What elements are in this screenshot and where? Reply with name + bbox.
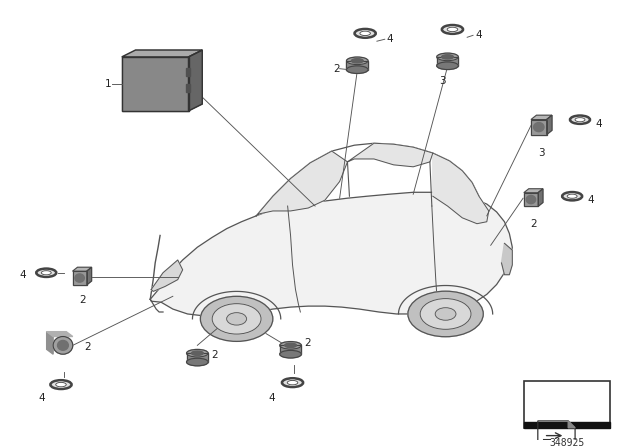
Text: 1: 1 <box>105 79 111 89</box>
Polygon shape <box>189 50 202 111</box>
Text: 2: 2 <box>84 342 91 352</box>
Ellipse shape <box>562 192 582 200</box>
Ellipse shape <box>227 313 246 325</box>
Text: 4: 4 <box>596 119 602 129</box>
Polygon shape <box>122 50 202 57</box>
Ellipse shape <box>575 118 585 122</box>
Ellipse shape <box>75 274 84 282</box>
Polygon shape <box>547 115 552 135</box>
Text: 4: 4 <box>19 270 26 280</box>
Polygon shape <box>433 153 489 224</box>
Polygon shape <box>502 243 512 275</box>
Polygon shape <box>531 115 552 120</box>
Ellipse shape <box>360 31 371 35</box>
Bar <box>280 345 301 354</box>
Ellipse shape <box>346 57 368 65</box>
Ellipse shape <box>442 25 463 34</box>
Bar <box>436 57 458 66</box>
Polygon shape <box>531 120 547 135</box>
Ellipse shape <box>285 343 296 348</box>
Ellipse shape <box>282 378 303 387</box>
Ellipse shape <box>346 66 368 73</box>
Ellipse shape <box>187 358 208 366</box>
Text: 4: 4 <box>38 393 45 403</box>
Text: 3: 3 <box>439 77 446 86</box>
Bar <box>524 381 611 428</box>
Text: 4: 4 <box>475 30 482 40</box>
Ellipse shape <box>187 349 208 357</box>
Ellipse shape <box>436 53 458 60</box>
Bar <box>186 68 191 76</box>
Polygon shape <box>348 143 433 167</box>
Bar <box>346 61 368 69</box>
Bar <box>186 84 191 92</box>
Ellipse shape <box>351 59 364 63</box>
Polygon shape <box>47 332 73 336</box>
Polygon shape <box>122 57 189 111</box>
Ellipse shape <box>36 269 56 277</box>
Ellipse shape <box>280 350 301 358</box>
Ellipse shape <box>355 29 376 38</box>
Text: 2: 2 <box>79 295 86 305</box>
Text: 4: 4 <box>387 34 394 44</box>
Ellipse shape <box>41 271 51 275</box>
Ellipse shape <box>435 308 456 320</box>
Bar <box>524 422 611 428</box>
Polygon shape <box>524 189 543 193</box>
Ellipse shape <box>442 55 454 59</box>
Ellipse shape <box>570 116 590 124</box>
Polygon shape <box>524 193 538 207</box>
Polygon shape <box>538 189 543 207</box>
Ellipse shape <box>280 341 301 349</box>
Polygon shape <box>151 260 182 291</box>
Ellipse shape <box>191 351 204 355</box>
Text: 4: 4 <box>268 393 275 403</box>
Ellipse shape <box>420 299 471 329</box>
Ellipse shape <box>53 336 73 354</box>
Ellipse shape <box>408 291 483 337</box>
Text: 2: 2 <box>531 219 537 228</box>
Text: 2: 2 <box>211 350 218 360</box>
Ellipse shape <box>58 340 68 350</box>
Polygon shape <box>86 267 92 285</box>
Polygon shape <box>568 421 575 428</box>
Polygon shape <box>72 271 86 285</box>
Polygon shape <box>256 151 348 216</box>
Polygon shape <box>538 421 575 448</box>
Ellipse shape <box>526 195 536 204</box>
Ellipse shape <box>200 296 273 341</box>
Ellipse shape <box>56 383 67 387</box>
Text: 4: 4 <box>588 195 595 205</box>
Text: 348925: 348925 <box>550 438 585 448</box>
Ellipse shape <box>51 380 72 389</box>
Ellipse shape <box>436 62 458 69</box>
Text: 2: 2 <box>333 64 340 73</box>
Bar <box>187 353 208 362</box>
Ellipse shape <box>567 194 577 198</box>
Bar <box>187 353 208 362</box>
Ellipse shape <box>447 27 458 32</box>
Polygon shape <box>72 267 92 271</box>
Text: 2: 2 <box>304 338 311 349</box>
Ellipse shape <box>212 304 261 334</box>
Bar <box>280 345 301 354</box>
Polygon shape <box>47 332 53 354</box>
Text: 3: 3 <box>538 148 545 158</box>
Bar <box>346 61 368 69</box>
Bar <box>436 57 458 66</box>
Ellipse shape <box>534 123 544 132</box>
Ellipse shape <box>287 380 298 385</box>
Polygon shape <box>150 192 512 316</box>
